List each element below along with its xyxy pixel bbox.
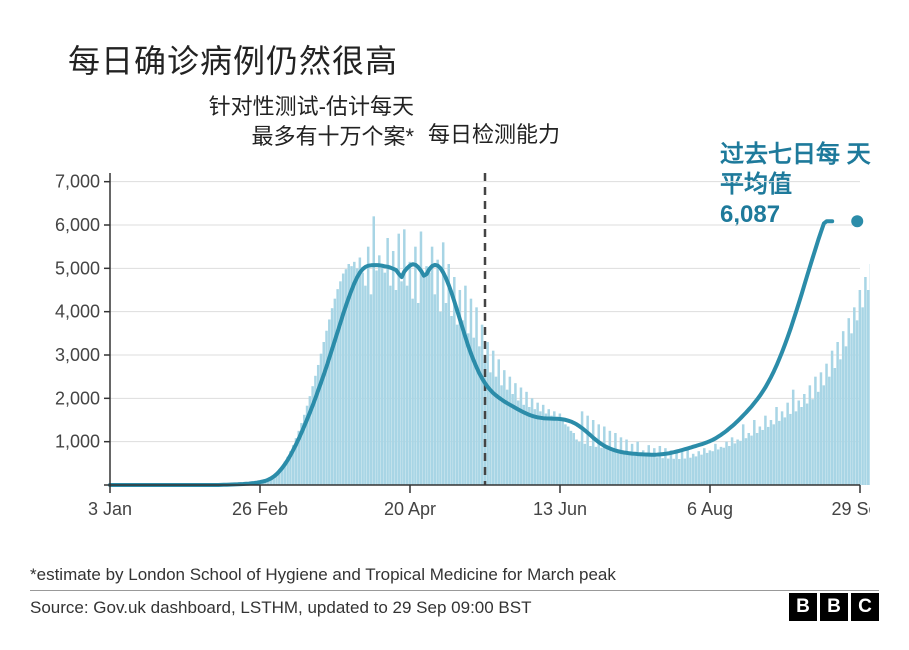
svg-text:13 Jun: 13 Jun — [533, 499, 587, 519]
source-row: Source: Gov.uk dashboard, LSTHM, updated… — [30, 593, 879, 625]
bbc-c: C — [851, 593, 879, 621]
chart-area: 1,000 2,000 3,000 4,000 5,000 6,000 7,000 3 Jan… — [40, 165, 870, 535]
bbc-b1: B — [789, 593, 817, 621]
svg-text:26 Feb: 26 Feb — [232, 499, 288, 519]
annotation-line2: 最多有十万个案* — [251, 124, 414, 149]
svg-text:5,000: 5,000 — [55, 258, 100, 278]
seven-day-line1: 过去七日每 — [720, 141, 840, 168]
svg-text:20 Apr: 20 Apr — [384, 499, 436, 519]
annotation-line1: 针对性测试-估计每天 — [209, 94, 414, 119]
chart-title: 每日确诊病例仍然很高 — [68, 36, 398, 82]
svg-text:1,000: 1,000 — [55, 432, 100, 452]
svg-text:6 Aug: 6 Aug — [687, 499, 733, 519]
bbc-logo: B B C — [789, 593, 879, 621]
svg-text:2,000: 2,000 — [55, 388, 100, 408]
svg-text:7,000: 7,000 — [55, 172, 100, 192]
source-text: Source: Gov.uk dashboard, LSTHM, updated… — [30, 598, 531, 618]
svg-text:29 Sep: 29 Sep — [831, 499, 870, 519]
svg-text:6,000: 6,000 — [55, 215, 100, 235]
annotation-targeted-testing: 针对性测试-估计每天 最多有十万个案* — [134, 92, 414, 151]
svg-text:4,000: 4,000 — [55, 302, 100, 322]
svg-text:3 Jan: 3 Jan — [88, 499, 132, 519]
bbc-b2: B — [820, 593, 848, 621]
annotation-daily-capacity: 每日检测能力 — [428, 120, 560, 150]
footnote: *estimate by London School of Hygiene an… — [30, 565, 616, 585]
chart-svg: 1,000 2,000 3,000 4,000 5,000 6,000 7,000 3 Jan… — [40, 165, 870, 535]
separator-line — [30, 590, 879, 591]
svg-text:3,000: 3,000 — [55, 345, 100, 365]
